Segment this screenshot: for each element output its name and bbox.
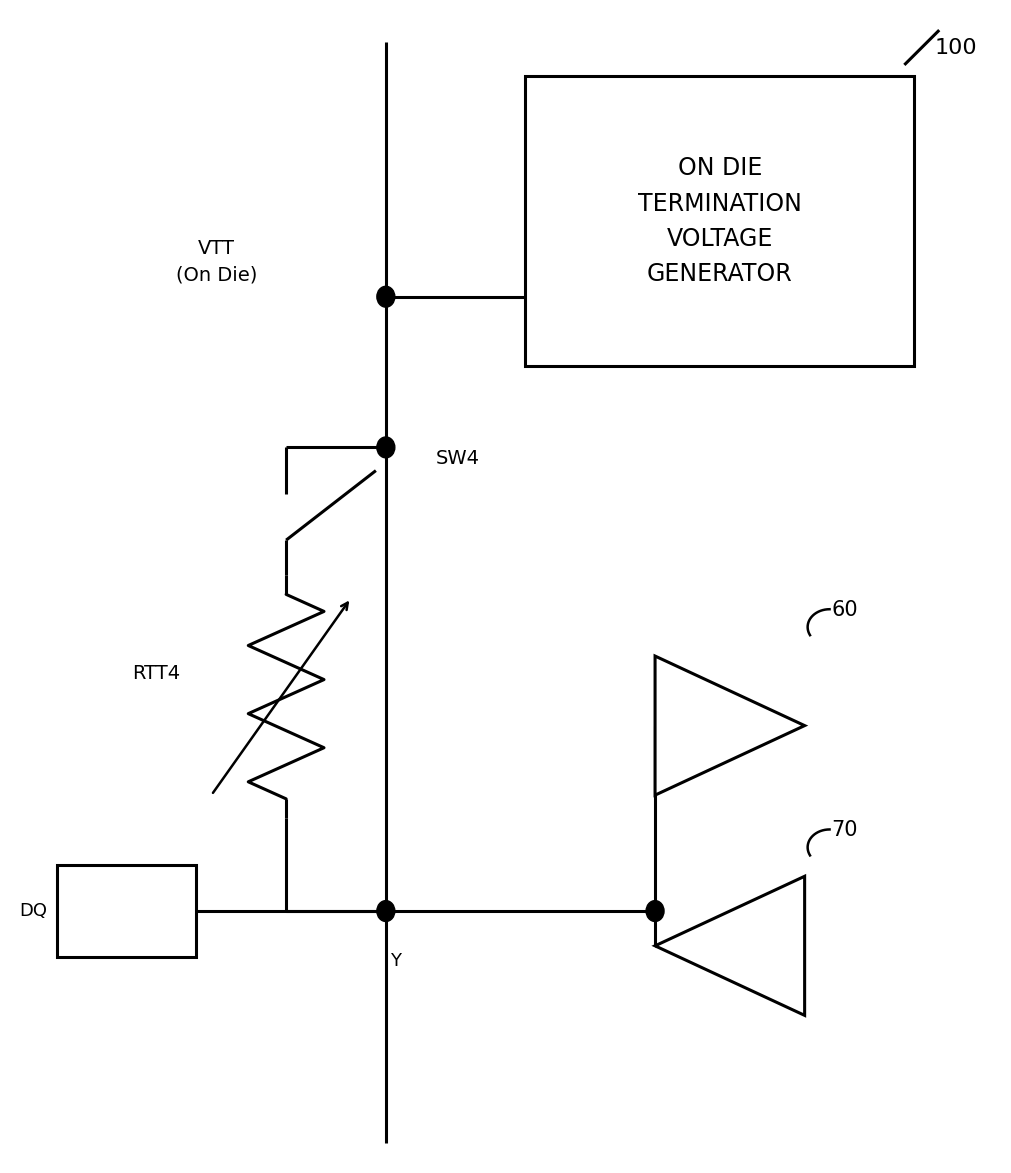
- Text: Y: Y: [390, 951, 401, 970]
- Circle shape: [377, 901, 395, 922]
- Text: RTT4: RTT4: [132, 664, 181, 683]
- Circle shape: [646, 901, 664, 922]
- Bar: [57, 865, 196, 957]
- Text: 100: 100: [934, 38, 977, 57]
- Circle shape: [377, 286, 395, 307]
- Circle shape: [377, 438, 395, 457]
- Bar: [526, 76, 914, 366]
- Text: ON DIE
TERMINATION
VOLTAGE
GENERATOR: ON DIE TERMINATION VOLTAGE GENERATOR: [638, 156, 802, 286]
- Text: SW4: SW4: [436, 449, 479, 468]
- Text: 70: 70: [831, 820, 857, 840]
- Polygon shape: [655, 876, 805, 1016]
- Text: 60: 60: [831, 599, 857, 619]
- Polygon shape: [655, 656, 805, 795]
- Text: DQ: DQ: [19, 902, 47, 920]
- Text: VTT
(On Die): VTT (On Die): [176, 239, 257, 285]
